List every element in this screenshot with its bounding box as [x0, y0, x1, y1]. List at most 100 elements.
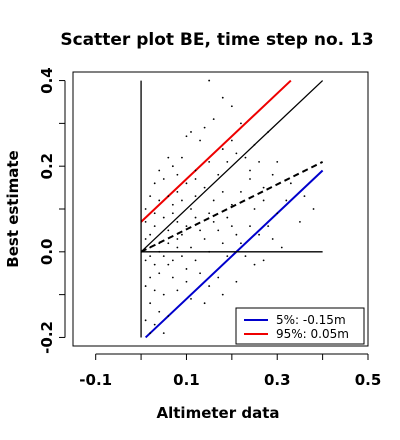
data-point-7 [212, 118, 215, 120]
data-point-14 [258, 161, 260, 163]
legend-label-5pct: 5%: -0.15m [276, 313, 346, 327]
data-point-42 [226, 216, 229, 219]
data-point-55 [235, 233, 238, 236]
data-point-30 [185, 182, 188, 185]
data-point-87 [149, 276, 152, 279]
data-point-84 [235, 280, 238, 283]
data-point-101 [149, 332, 152, 335]
data-point-63 [153, 225, 156, 228]
data-point-1 [221, 96, 224, 99]
data-point-65 [144, 238, 147, 240]
data-point-76 [162, 255, 165, 257]
data-point-49 [153, 212, 156, 215]
data-point-9 [190, 131, 192, 133]
data-point-41 [249, 225, 251, 228]
legend-label-95pct: 95%: 0.05m [276, 327, 349, 341]
data-point-95 [149, 302, 152, 305]
data-point-6 [203, 126, 206, 129]
data-point-24 [271, 173, 274, 176]
data-point-3 [240, 122, 242, 125]
data-point-33 [176, 190, 179, 193]
y-axis: -0.2 0.0 0.2 0.4 [38, 67, 66, 354]
data-point-19 [171, 165, 174, 168]
reference-lines [140, 79, 324, 339]
data-point-34 [194, 195, 197, 198]
data-point-50 [162, 216, 165, 219]
data-point-67 [167, 242, 170, 245]
data-point-25 [289, 182, 292, 185]
data-point-80 [167, 263, 170, 266]
data-point-20 [158, 169, 161, 172]
data-point-51 [176, 220, 179, 223]
data-point-12 [235, 152, 238, 155]
data-point-103 [285, 199, 288, 202]
data-point-27 [240, 190, 242, 193]
data-point-59 [221, 242, 224, 245]
y-tick-label: 0.0 [38, 239, 56, 266]
data-point-108 [212, 220, 215, 223]
data-point-79 [153, 263, 156, 266]
data-point-36 [230, 203, 233, 206]
x-axis: -0.1 0.1 0.3 0.5 [79, 353, 381, 389]
data-point-98 [153, 323, 156, 326]
data-point-121 [176, 173, 179, 176]
data-point-74 [194, 259, 197, 262]
data-point-111 [181, 199, 183, 202]
data-point-77 [149, 255, 152, 257]
data-point-21 [194, 169, 197, 172]
reference-line-3 [144, 169, 324, 339]
data-point-73 [262, 259, 265, 262]
data-point-120 [194, 178, 197, 180]
data-point-10 [185, 135, 188, 138]
data-point-29 [203, 186, 206, 189]
data-point-60 [203, 238, 206, 240]
data-point-124 [249, 169, 251, 172]
data-point-37 [253, 208, 256, 210]
data-point-5 [253, 143, 256, 146]
data-point-16 [208, 161, 211, 163]
x-axis-label: Altimeter data [157, 404, 280, 422]
legend-box [235, 307, 365, 345]
data-point-86 [158, 272, 161, 275]
data-point-88 [144, 285, 147, 287]
data-point-78 [144, 259, 147, 262]
data-point-85 [171, 276, 174, 279]
data-point-109 [230, 225, 233, 228]
data-point-113 [144, 220, 147, 223]
reference-line-0 [140, 79, 292, 223]
data-point-93 [203, 302, 206, 305]
data-point-94 [221, 293, 224, 296]
data-point-46 [158, 199, 161, 202]
data-point-52 [185, 225, 188, 228]
data-point-47 [149, 195, 152, 198]
data-point-26 [262, 186, 265, 189]
data-point-57 [271, 238, 274, 240]
data-point-40 [267, 225, 270, 228]
data-point-100 [144, 319, 147, 322]
data-point-32 [153, 182, 156, 185]
data-point-62 [167, 229, 170, 232]
data-point-48 [144, 208, 147, 210]
data-point-89 [153, 289, 156, 292]
data-point-122 [167, 195, 170, 198]
data-point-68 [176, 246, 179, 249]
y-tick-label: -0.2 [38, 321, 56, 354]
data-point-28 [221, 190, 224, 193]
data-point-8 [267, 131, 270, 133]
data-point-15 [226, 161, 229, 163]
x-tick-label: -0.1 [79, 371, 112, 389]
data-point-81 [185, 268, 188, 270]
data-point-118 [185, 280, 188, 283]
data-point-112 [194, 216, 197, 219]
data-point-35 [212, 199, 215, 202]
data-point-44 [190, 208, 192, 210]
data-point-56 [258, 233, 260, 236]
data-point-115 [158, 250, 161, 253]
data-point-92 [190, 298, 192, 300]
x-tick-label: 0.1 [173, 371, 200, 389]
data-point-64 [149, 233, 152, 236]
data-point-69 [190, 246, 192, 249]
data-point-22 [217, 173, 220, 176]
data-point-96 [158, 310, 161, 313]
data-point-70 [208, 250, 211, 253]
